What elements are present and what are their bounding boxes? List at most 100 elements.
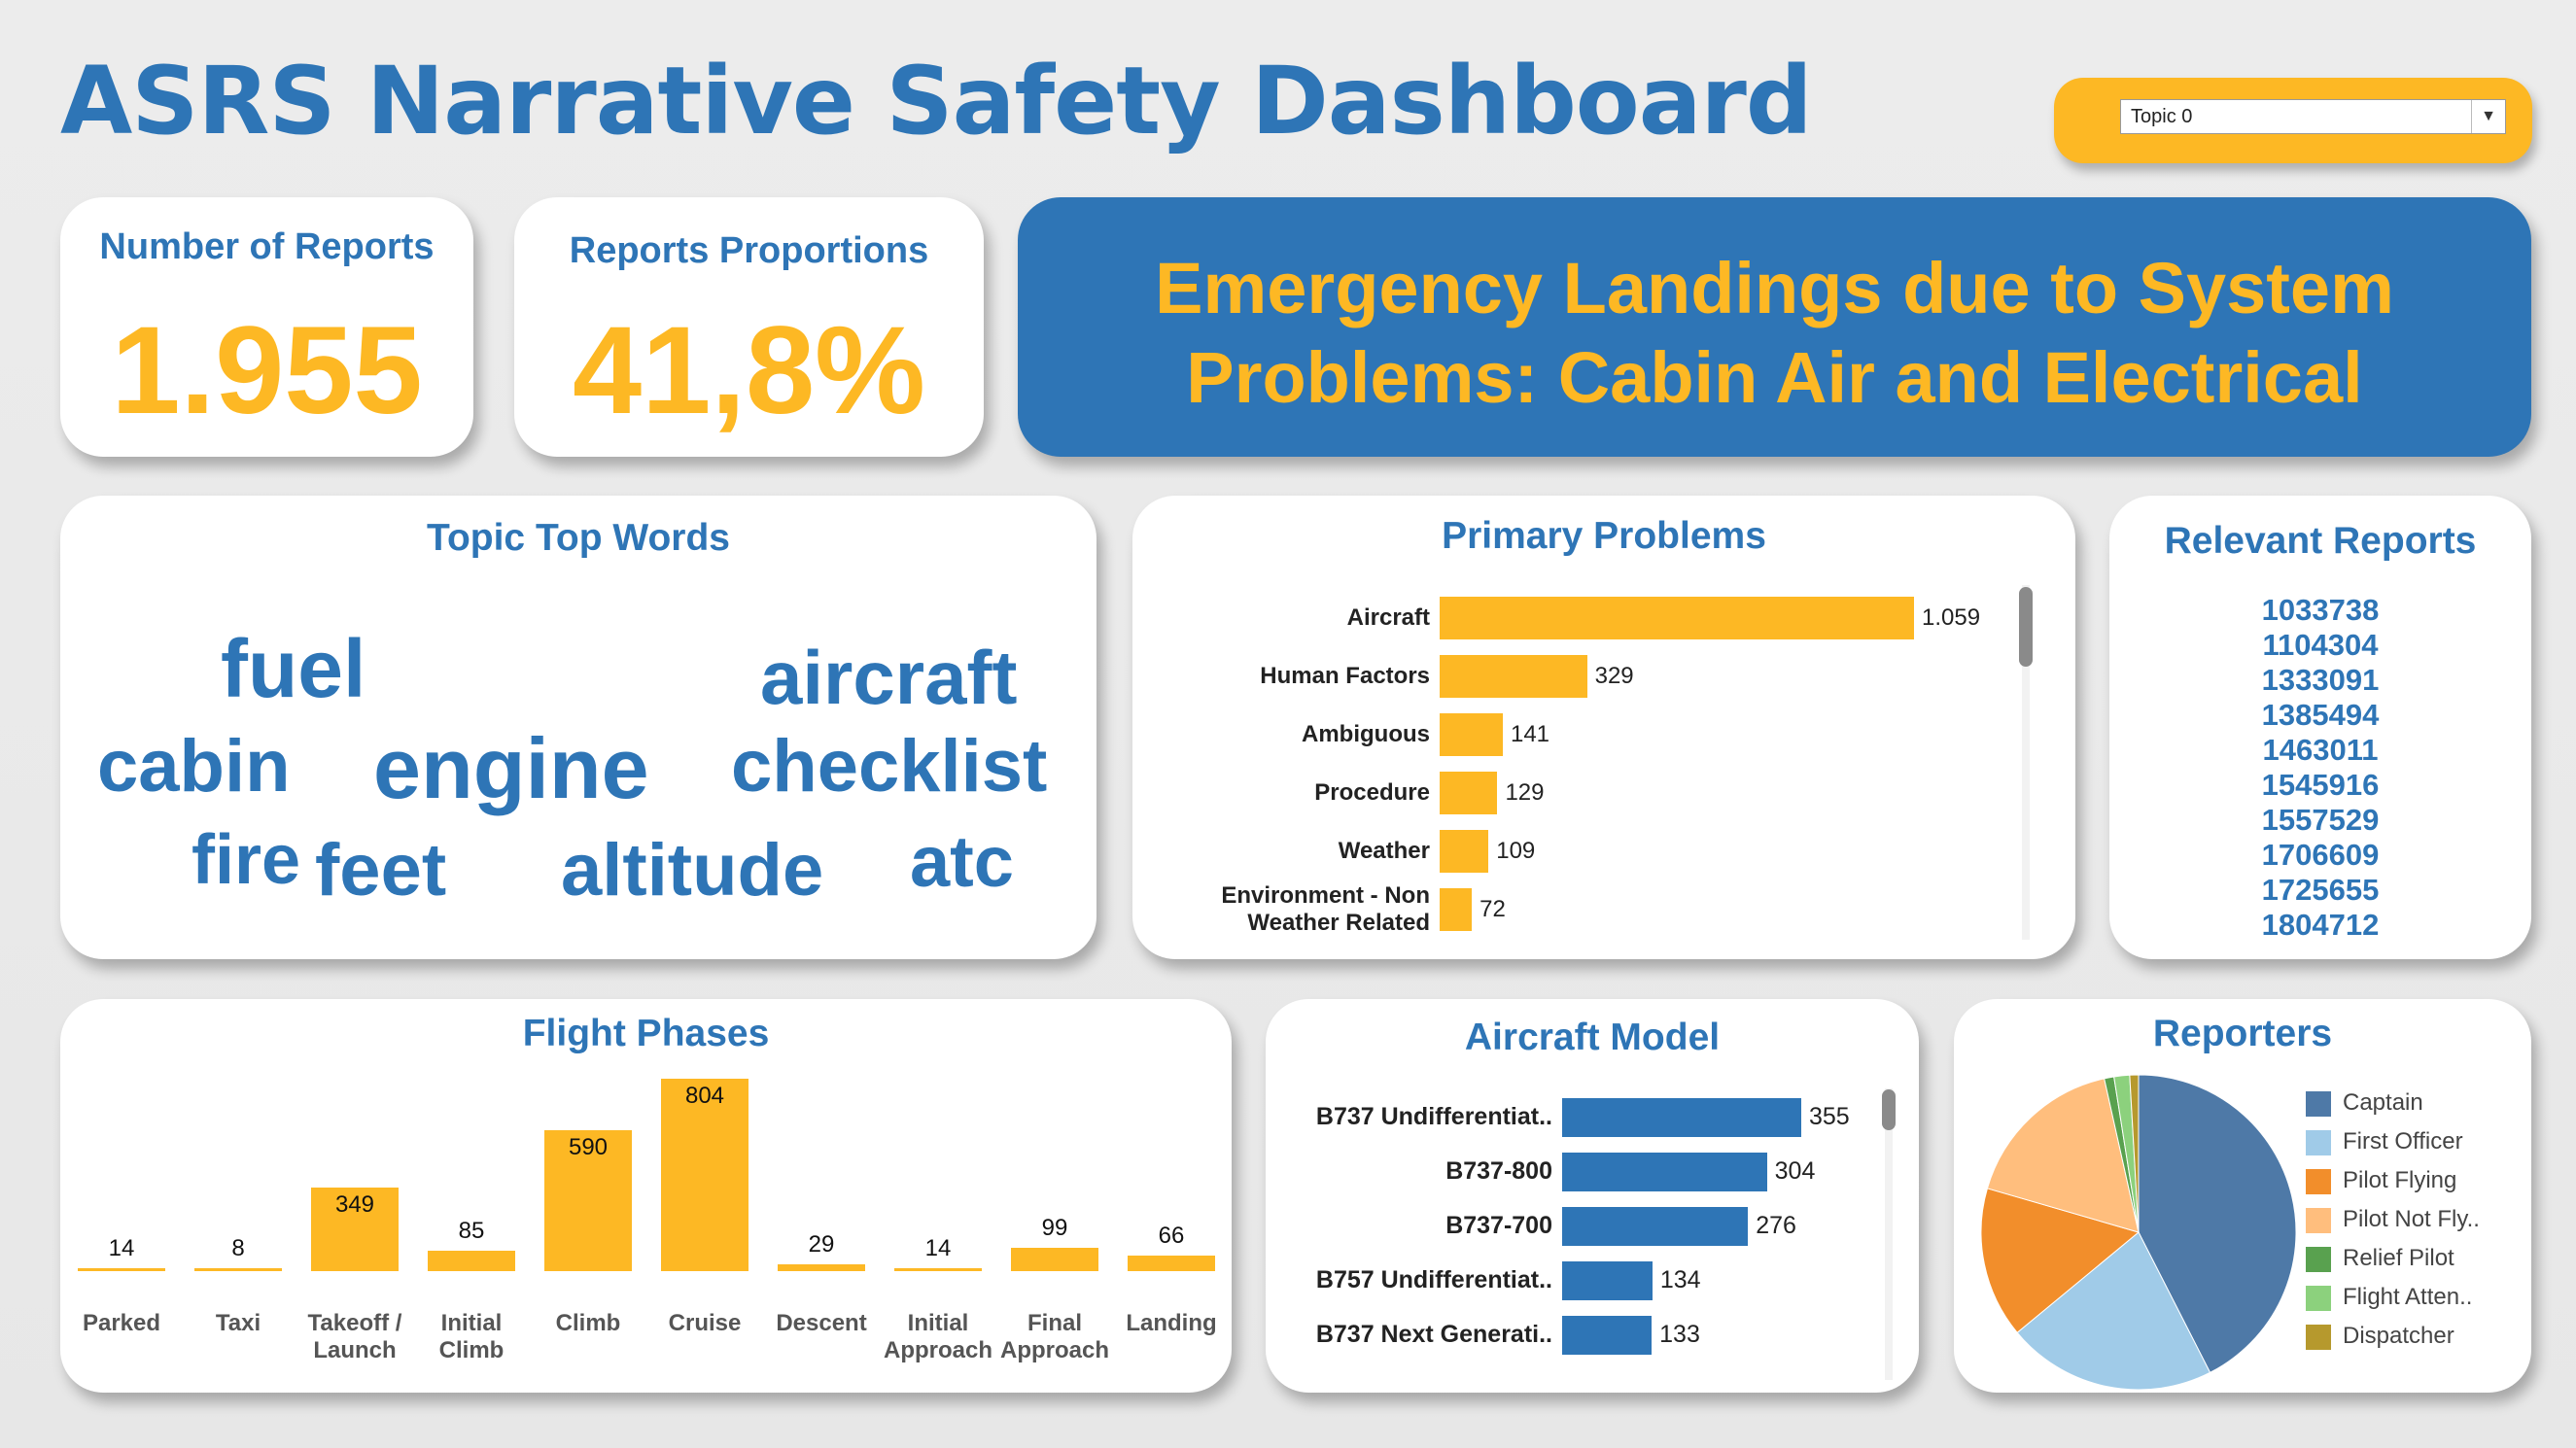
reporters-legend-item[interactable]: Relief Pilot <box>2306 1244 2454 1273</box>
reporters-legend-item[interactable]: Pilot Flying <box>2306 1166 2456 1195</box>
legend-swatch <box>2306 1286 2331 1311</box>
reporters-legend-item[interactable]: First Officer <box>2306 1127 2463 1156</box>
topic-headline-line-2: Problems: Cabin Air and Electrical <box>1186 337 2363 418</box>
primary-problems-card: Primary Problems Aircraft 1.059 Human Fact… <box>1132 496 2075 959</box>
flight-phase-bar[interactable] <box>544 1129 632 1271</box>
flight-phase-label-line: Initial <box>440 1310 503 1336</box>
reporters-pie-slice[interactable] <box>2138 1074 2297 1374</box>
reporters-card: Reporters Captain First Officer Pilot Flyi… <box>1954 999 2531 1393</box>
aircraft-model-scroll-track[interactable] <box>1885 1088 1893 1380</box>
relevant-report-id[interactable]: 1706609 <box>2261 838 2380 872</box>
flight-phase-value: 349 <box>334 1191 375 1219</box>
aircraft-model-label: B737-800 <box>1445 1157 1552 1185</box>
topic-dropdown-value: Topic 0 <box>2131 106 2193 127</box>
reporters-pie-slice[interactable] <box>1980 1188 2141 1333</box>
flight-phase-bar[interactable] <box>1128 1255 1215 1271</box>
primary-problem-label-line: Aircraft <box>1346 604 1430 631</box>
flight-phase-label: Final Approach <box>996 1310 1113 1364</box>
flight-phase-label: Cruise <box>646 1310 763 1337</box>
primary-problems-scroll-track[interactable] <box>2022 585 2030 940</box>
reporters-pie-slice[interactable] <box>1986 1078 2140 1233</box>
dashboard-title: ASRS Narrative Safety Dashboard <box>60 47 1813 155</box>
relevant-report-id[interactable]: 1557529 <box>2261 803 2380 837</box>
primary-problem-value: 329 <box>1594 663 1634 689</box>
primary-problem-bar[interactable] <box>1440 772 1498 814</box>
flight-phase-label-line: Approach <box>999 1337 1109 1363</box>
legend-label: Pilot Not Fly.. <box>2343 1206 2480 1232</box>
primary-problem-label-line: Procedure <box>1314 779 1430 806</box>
primary-problem-bar[interactable] <box>1440 830 1489 873</box>
relevant-report-id[interactable]: 1033738 <box>2261 593 2380 627</box>
flight-phase-value: 29 <box>808 1230 835 1258</box>
reporters-legend-item[interactable]: Flight Atten.. <box>2306 1283 2472 1312</box>
relevant-report-id[interactable]: 1333091 <box>2261 663 2380 697</box>
primary-problem-bar[interactable] <box>1440 888 1473 931</box>
flight-phase-value: 14 <box>108 1234 135 1261</box>
flight-phase-bar[interactable] <box>894 1267 982 1271</box>
aircraft-model-bar[interactable] <box>1562 1153 1767 1191</box>
flight-phase-label-line: Descent <box>776 1310 867 1336</box>
flight-phase-label: Taxi <box>180 1310 296 1337</box>
primary-problem-bar[interactable] <box>1440 655 1587 698</box>
flight-phase-bar[interactable] <box>661 1079 748 1271</box>
primary-problem-label: Weather <box>1339 838 1430 865</box>
flight-phases-card: Flight Phases 14 Parked 8 Taxi 349 Takeoff / L… <box>60 999 1232 1393</box>
primary-problem-bar[interactable] <box>1440 597 1914 639</box>
topic-headline: Emergency Landings due to System Problem… <box>1018 244 2531 423</box>
aircraft-model-card: Aircraft Model B737 Undifferentiat.. 355 B… <box>1266 999 1919 1393</box>
flight-phase-value: 590 <box>568 1133 609 1160</box>
aircraft-model-scroll-thumb[interactable] <box>1882 1089 1896 1130</box>
primary-problem-label: Aircraft <box>1347 604 1430 632</box>
aircraft-model-label: B737-700 <box>1445 1212 1552 1239</box>
primary-problems-scroll-thumb[interactable] <box>2019 587 2033 667</box>
word-fuel: fuel <box>221 623 366 714</box>
topic-dropdown[interactable]: Topic 0 ▼ <box>2120 99 2506 134</box>
flight-phase-label-line: Final <box>1027 1310 1082 1336</box>
relevant-report-id[interactable]: 1385494 <box>2261 698 2380 732</box>
flight-phase-bar[interactable] <box>1011 1247 1098 1271</box>
relevant-report-id[interactable]: 1725655 <box>2261 873 2380 907</box>
flight-phase-bar[interactable] <box>778 1263 865 1271</box>
primary-problem-label: Procedure <box>1314 779 1430 807</box>
legend-label: First Officer <box>2343 1128 2463 1155</box>
flight-phase-bar[interactable] <box>194 1268 282 1271</box>
reporters-legend-item[interactable]: Captain <box>2306 1088 2423 1118</box>
flight-phase-bar[interactable] <box>311 1188 399 1271</box>
legend-label: Flight Atten.. <box>2343 1284 2473 1310</box>
chevron-down-icon[interactable]: ▼ <box>2471 100 2505 133</box>
relevant-report-id[interactable]: 1804712 <box>2261 908 2380 942</box>
aircraft-model-value: 304 <box>1774 1157 1816 1185</box>
topic-headline-line-1: Emergency Landings due to System <box>1155 248 2394 328</box>
reporters-pie-slice[interactable] <box>2129 1074 2140 1233</box>
legend-swatch <box>2306 1208 2331 1233</box>
reporters-legend-item[interactable]: Pilot Not Fly.. <box>2306 1205 2480 1234</box>
legend-swatch <box>2306 1325 2331 1350</box>
relevant-reports-card: Relevant Reports 1033738 1104304 1333091 13… <box>2109 496 2531 959</box>
flight-phase-label-line: Approach <box>883 1337 992 1363</box>
aircraft-model-bar[interactable] <box>1562 1098 1801 1137</box>
reporters-legend-item[interactable]: Dispatcher <box>2306 1322 2454 1351</box>
aircraft-model-value: 276 <box>1756 1212 1796 1239</box>
relevant-report-id[interactable]: 1463011 <box>2262 733 2379 767</box>
reporters-pie-slice[interactable] <box>2016 1231 2211 1391</box>
word-altitude: altitude <box>561 829 824 912</box>
topic-top-words-title: Topic Top Words <box>427 517 730 559</box>
relevant-report-id[interactable]: 1545916 <box>2261 768 2380 802</box>
number-of-reports-value: 1.955 <box>111 301 423 440</box>
flight-phase-label-line: Parked <box>82 1310 161 1336</box>
flight-phase-label: Parked <box>63 1310 180 1337</box>
primary-problem-bar[interactable] <box>1440 713 1503 756</box>
relevant-report-id[interactable]: 1104304 <box>2262 628 2379 662</box>
aircraft-model-bar[interactable] <box>1562 1316 1653 1355</box>
flight-phase-bar[interactable] <box>78 1267 165 1271</box>
aircraft-model-label: B737 Undifferentiat.. <box>1315 1103 1552 1130</box>
flight-phase-bar[interactable] <box>428 1251 515 1271</box>
aircraft-model-bar[interactable] <box>1562 1261 1653 1300</box>
legend-label: Relief Pilot <box>2343 1245 2454 1271</box>
primary-problem-label-line: Ambiguous <box>1302 721 1430 747</box>
flight-phase-value: 66 <box>1158 1222 1185 1249</box>
flight-phase-label: Takeoff / Launch <box>296 1310 413 1364</box>
flight-phase-value: 99 <box>1041 1214 1068 1241</box>
aircraft-model-bar[interactable] <box>1562 1207 1749 1246</box>
flight-phase-label: Initial Climb <box>413 1310 530 1364</box>
